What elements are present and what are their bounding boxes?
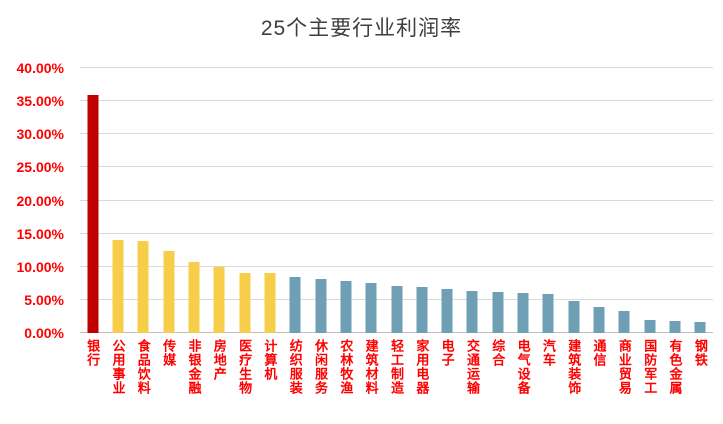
y-axis-tick-label: 35.00% — [16, 93, 64, 110]
x-axis-category-label: 建筑材料 — [363, 339, 379, 395]
bar-休闲服务 — [315, 279, 327, 333]
x-axis-category-label: 电气设备 — [515, 339, 531, 395]
gridline — [80, 232, 713, 234]
y-axis-tick-label: 5.00% — [24, 291, 64, 308]
x-axis-category-label: 计算机 — [262, 339, 278, 381]
x-axis-category-label: 汽车 — [540, 339, 556, 367]
bar-医疗生物 — [239, 272, 251, 333]
bar-通信 — [593, 307, 605, 333]
bar-家用电器 — [416, 287, 428, 333]
bar-农林牧渔 — [340, 281, 352, 333]
x-axis-category-label: 轻工制造 — [389, 339, 404, 395]
bar-综合 — [492, 291, 504, 333]
bar-银行 — [87, 94, 99, 333]
plot-area — [80, 67, 713, 333]
x-axis: 银行 公用事业 食品饮料 传媒 非银金融 房地产 医疗生物 计算机 纺织服装 休闲服务 农林牧渔 建筑… — [80, 339, 713, 424]
gridline — [80, 133, 713, 135]
bar-国防军工 — [644, 319, 656, 333]
gridline — [80, 166, 713, 168]
bar-交通运输 — [466, 291, 478, 333]
x-axis-category-label: 房地产 — [211, 339, 227, 381]
x-axis-category-label: 纺织服装 — [287, 339, 303, 395]
x-axis-category-label: 家用电器 — [414, 339, 430, 395]
bar-钢铁 — [694, 322, 706, 333]
bar-纺织服装 — [289, 277, 301, 333]
bar-建筑装饰 — [568, 301, 580, 333]
x-axis-category-label: 农林牧渔 — [338, 339, 354, 395]
x-axis-category-label: 非银金融 — [186, 339, 202, 395]
y-axis-tick-label: 40.00% — [16, 60, 64, 76]
x-axis-category-label: 商业贸易 — [616, 339, 632, 395]
bar-商业贸易 — [618, 311, 630, 333]
x-axis-category-label: 建筑装饰 — [566, 339, 582, 395]
x-axis-category-label: 电子 — [439, 339, 455, 367]
bar-食品饮料 — [137, 240, 149, 333]
y-axis-tick-label: 15.00% — [16, 225, 64, 242]
gridline — [80, 100, 713, 102]
bar-公用事业 — [112, 240, 124, 333]
x-axis-category-label: 银行 — [85, 339, 101, 367]
bar-电气设备 — [517, 292, 529, 333]
y-axis-tick-label: 30.00% — [16, 126, 64, 143]
gridline — [80, 67, 713, 68]
bar-电子 — [441, 288, 453, 333]
bar-传媒 — [163, 250, 175, 333]
gridline — [80, 265, 713, 267]
x-axis-category-label: 公用事业 — [110, 339, 126, 395]
x-axis-category-label: 综合 — [490, 339, 506, 367]
x-axis-category-label: 有色金属 — [667, 339, 683, 395]
y-axis: 0.00% 5.00% 10.00% 15.00% 20.00% 25.00% 30.00%… — [0, 60, 70, 341]
x-axis-category-label: 通信 — [591, 339, 607, 367]
bar-有色金属 — [669, 321, 681, 333]
x-axis-category-label: 交通运输 — [464, 339, 480, 395]
bar-房地产 — [213, 266, 225, 333]
y-axis-tick-label: 20.00% — [16, 192, 64, 209]
bar-计算机 — [264, 273, 276, 333]
y-axis-tick-label: 25.00% — [16, 159, 64, 176]
x-axis-category-label: 医疗生物 — [237, 339, 253, 395]
y-axis-tick-label: 10.00% — [16, 258, 64, 275]
x-axis-category-label: 钢铁 — [692, 339, 708, 367]
bar-非银金融 — [188, 262, 200, 333]
bar-汽车 — [542, 293, 554, 333]
x-axis-category-label: 国防军工 — [642, 339, 658, 395]
chart-title: 25个主要行业利润率 — [260, 17, 463, 40]
bar-轻工制造 — [391, 285, 402, 333]
y-axis-tick-label: 0.00% — [24, 325, 64, 341]
x-axis-category-label: 传媒 — [161, 339, 177, 367]
gridline — [80, 199, 713, 201]
x-axis-category-label: 食品饮料 — [135, 339, 151, 395]
x-axis-category-label: 休闲服务 — [313, 339, 329, 395]
bar-建筑材料 — [365, 283, 377, 333]
